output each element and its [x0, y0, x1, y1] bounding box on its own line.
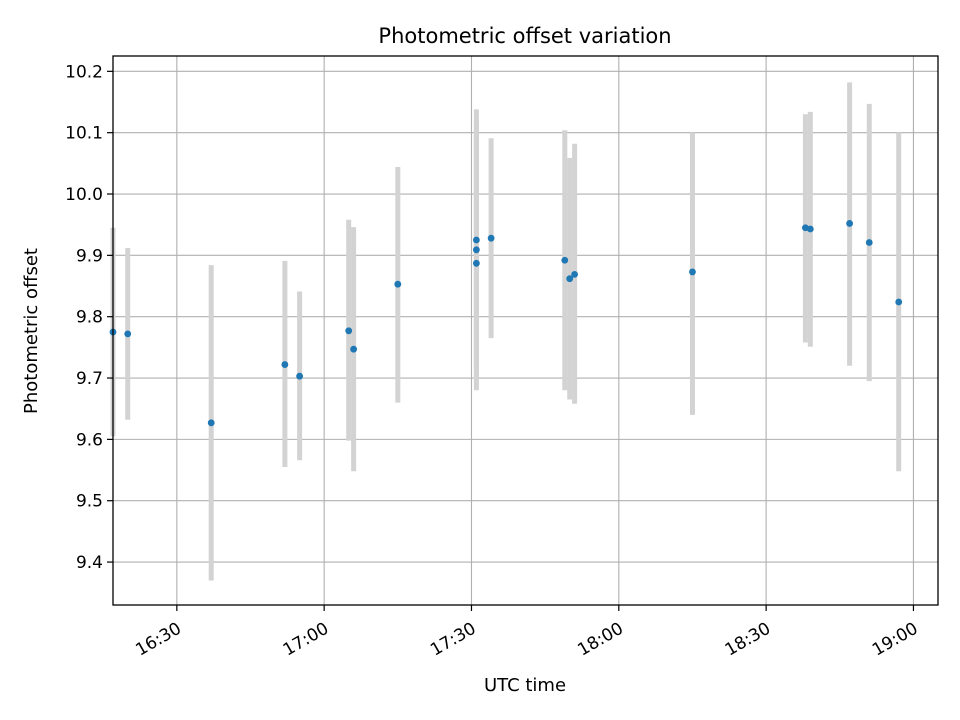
chart-title: Photometric offset variation: [378, 24, 671, 48]
data-point: [846, 220, 854, 227]
data-point: [472, 236, 480, 244]
data-points: [109, 220, 903, 427]
x-axis: 16:30 17:00 17:30 18:00 18:30 19:00: [132, 605, 921, 660]
data-point: [561, 256, 569, 264]
data-point: [566, 275, 574, 283]
data-point: [296, 372, 304, 380]
y-tick-label: 9.8: [76, 308, 103, 328]
data-point: [487, 234, 495, 242]
data-point: [689, 268, 696, 276]
plot-area: [112, 55, 939, 606]
y-axis-label: Photometric offset: [21, 248, 42, 414]
y-tick-label: 9.9: [76, 246, 103, 266]
data-point: [281, 361, 289, 368]
data-point: [895, 298, 903, 306]
x-tick-label: 17:30: [427, 619, 479, 661]
x-tick-label: 16:30: [132, 619, 184, 661]
x-tick-label: 18:30: [722, 619, 774, 661]
y-axis: 9.4 9.5 9.6 9.7 9.8 9.9 10.0 10.1 10.2: [65, 62, 113, 573]
data-point: [806, 225, 814, 233]
data-point: [124, 330, 132, 338]
grid: [113, 56, 938, 605]
data-point: [350, 345, 358, 353]
data-point: [394, 280, 402, 288]
data-point: [207, 419, 215, 427]
y-tick-label: 9.6: [76, 430, 103, 450]
x-tick-label: 17:00: [280, 619, 332, 661]
data-point: [472, 259, 480, 267]
error-bars: [110, 82, 902, 581]
y-tick-label: 9.5: [76, 492, 103, 512]
data-point: [865, 239, 873, 246]
y-tick-label: 10.0: [65, 185, 103, 205]
data-point: [345, 327, 353, 335]
x-tick-label: 19:00: [869, 619, 921, 661]
data-point: [472, 246, 480, 254]
y-tick-label: 9.7: [76, 369, 103, 389]
x-tick-label: 18:00: [574, 619, 626, 661]
data-point: [571, 270, 579, 278]
y-tick-label: 10.1: [65, 124, 103, 144]
y-tick-label: 9.4: [76, 553, 103, 573]
x-axis-label: UTC time: [484, 675, 566, 696]
y-tick-label: 10.2: [65, 62, 103, 82]
